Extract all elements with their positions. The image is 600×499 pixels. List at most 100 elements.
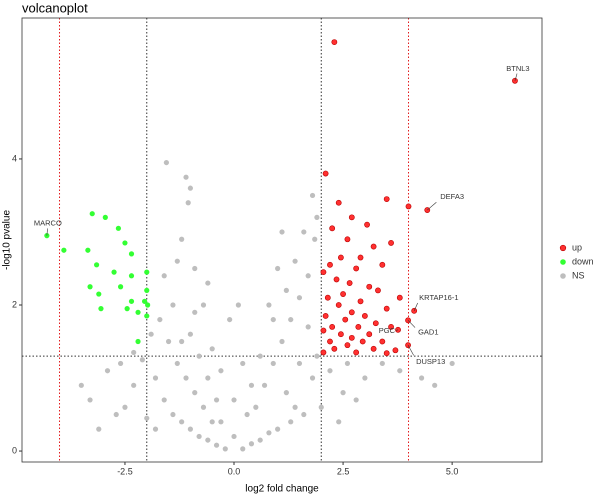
point — [96, 291, 102, 297]
point — [379, 338, 386, 345]
point — [275, 426, 281, 432]
point — [128, 251, 135, 257]
point — [342, 316, 349, 323]
point — [366, 283, 373, 290]
point — [187, 426, 193, 432]
point — [187, 185, 193, 191]
point — [145, 302, 151, 308]
point — [135, 309, 141, 315]
point — [336, 419, 342, 425]
point — [253, 404, 259, 410]
point — [205, 375, 211, 381]
label-leader — [407, 345, 414, 356]
point — [372, 320, 379, 327]
point — [85, 247, 91, 253]
point — [337, 331, 344, 338]
point — [117, 284, 124, 290]
point — [322, 313, 329, 319]
point — [87, 397, 93, 403]
point — [379, 360, 385, 367]
point — [340, 291, 346, 297]
y-tick-label: 4 — [12, 153, 17, 163]
x-tick-label: 0.0 — [228, 466, 241, 476]
point — [141, 298, 148, 304]
point — [348, 214, 355, 221]
point — [93, 262, 100, 268]
point — [157, 316, 163, 323]
point — [309, 375, 316, 381]
point-label: PGC — [379, 326, 396, 335]
point — [218, 419, 224, 425]
point — [131, 382, 137, 388]
point — [362, 375, 368, 381]
point — [240, 360, 246, 367]
point — [218, 368, 224, 374]
point — [366, 331, 373, 338]
point — [327, 261, 333, 268]
point — [61, 247, 67, 253]
point — [388, 240, 394, 246]
legend-label: down — [572, 256, 594, 266]
point — [331, 39, 338, 45]
point — [344, 236, 351, 243]
label-leader — [395, 329, 399, 331]
point — [135, 338, 141, 345]
point — [357, 254, 364, 261]
point — [170, 411, 176, 418]
point — [144, 313, 150, 319]
point — [288, 316, 294, 323]
point — [405, 203, 412, 210]
point — [364, 221, 370, 228]
point — [209, 419, 215, 425]
point — [170, 302, 176, 308]
point — [383, 350, 390, 357]
point — [131, 349, 137, 356]
point — [296, 295, 303, 301]
point — [192, 265, 198, 272]
point — [397, 368, 403, 374]
point — [355, 324, 362, 330]
point — [329, 225, 336, 232]
point — [179, 338, 185, 345]
point — [283, 287, 289, 293]
point — [124, 306, 130, 312]
point — [301, 411, 307, 418]
point — [257, 353, 263, 359]
x-tick-label: -2.5 — [117, 466, 133, 476]
point — [122, 404, 128, 410]
point — [292, 404, 298, 410]
point — [346, 280, 353, 286]
label-leader — [46, 228, 48, 236]
point — [335, 302, 342, 308]
point — [231, 397, 237, 403]
point — [222, 446, 228, 452]
label-leader — [407, 320, 416, 328]
point — [128, 273, 135, 279]
point — [288, 419, 294, 425]
x-axis-label: log2 fold change — [245, 484, 319, 495]
point — [357, 298, 364, 305]
point — [104, 368, 111, 374]
point — [179, 236, 185, 242]
label-leader — [413, 302, 418, 311]
point — [117, 360, 124, 367]
point — [248, 441, 255, 447]
point — [89, 211, 95, 217]
point — [301, 229, 307, 235]
point — [96, 426, 102, 432]
legend-label: NS — [572, 270, 585, 280]
y-axis-label: -log10 pvalue — [2, 210, 13, 270]
point — [320, 327, 327, 334]
point — [227, 316, 233, 323]
point — [200, 404, 207, 410]
point — [144, 269, 150, 275]
point — [261, 382, 268, 388]
point — [152, 375, 159, 381]
point — [296, 360, 303, 367]
point — [144, 415, 150, 421]
point — [331, 345, 338, 352]
point-label: BTNL3 — [506, 64, 529, 73]
point — [196, 353, 202, 359]
point — [205, 437, 211, 443]
